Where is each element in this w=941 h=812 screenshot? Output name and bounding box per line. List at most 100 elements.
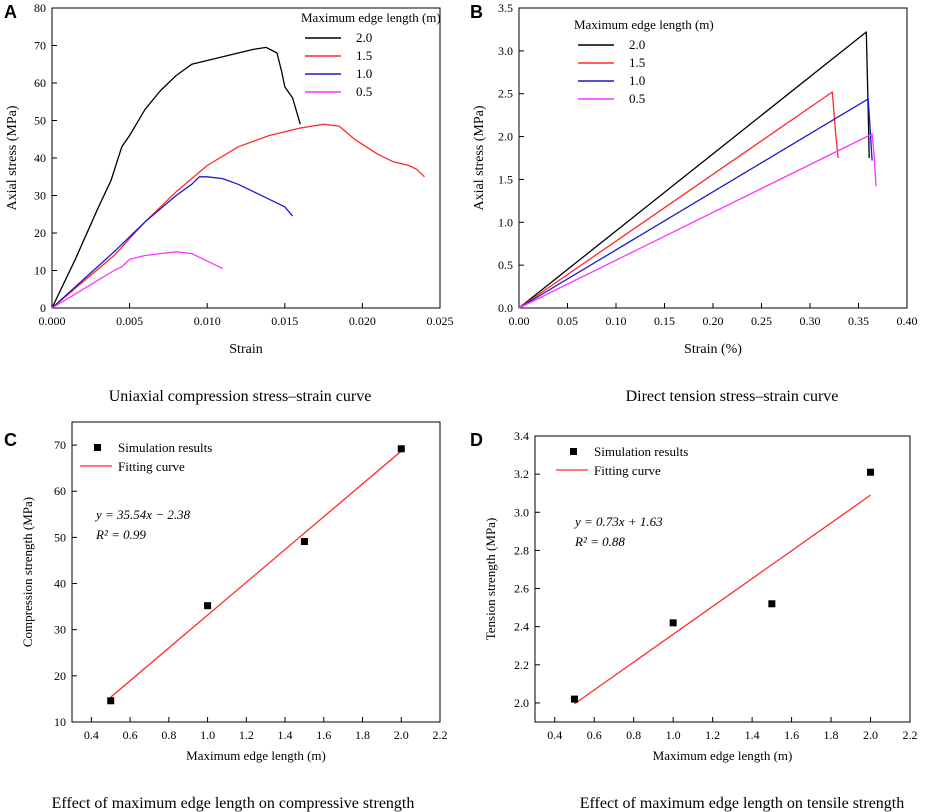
y-axis-label: Compression strength (MPa) [20, 497, 35, 647]
legend-D: Simulation results Fitting curve [556, 444, 688, 478]
x-tick-label: 0.4 [84, 728, 99, 742]
y-tick-label: 40 [54, 577, 66, 591]
legend-label: 2.0 [356, 30, 372, 45]
x-tick-label: 2.2 [903, 728, 918, 742]
y-tick-label: 20 [54, 669, 66, 683]
x-tick-label: 1.8 [824, 728, 839, 742]
series-line-A-0_5 [51, 251, 223, 309]
series-line-A-1_0 [51, 176, 294, 309]
fit-line-C [110, 450, 402, 698]
x-tick-label: 0.6 [123, 728, 138, 742]
panel-letter-C: C [4, 430, 17, 450]
legend-label: 2.0 [629, 37, 645, 52]
x-tick-label: 0.20 [703, 314, 724, 328]
series-line-B-1_5 [518, 91, 839, 309]
y-axis-label: Tension strength (MPa) [483, 518, 498, 641]
series-line-B-0_5 [518, 133, 877, 309]
legend-label: Fitting curve [594, 463, 661, 478]
x-tick-label: 0.00 [509, 314, 530, 328]
panel-A-axes: 0.000 0.005 0.010 0.015 0.020 0.025 0 10 20 30 40 5… [5, 1, 454, 357]
x-tick-label: 0.005 [116, 314, 143, 328]
y-tick-label: 50 [54, 530, 66, 544]
x-tick-label: 1.2 [239, 728, 254, 742]
x-tick-label: 1.6 [784, 728, 799, 742]
x-tick-label: 1.0 [666, 728, 681, 742]
x-tick-label: 0.010 [194, 314, 221, 328]
x-tick-label: 2.2 [433, 728, 448, 742]
legend-marker-swatch [94, 444, 101, 451]
plot-frame [518, 7, 908, 309]
legend-label: Simulation results [594, 444, 688, 459]
y-tick-label: 30 [34, 189, 46, 203]
y-axis-label: Axial stress (MPa) [472, 105, 487, 210]
y-tick-label: 0.5 [498, 258, 513, 272]
y-tick-label: 3.0 [498, 44, 513, 58]
legend-title: Maximum edge length (m) [574, 17, 714, 32]
y-tick-label: 0 [40, 301, 46, 315]
data-point-D [768, 600, 776, 608]
x-tick-label: 0.25 [751, 314, 772, 328]
y-tick-label: 70 [54, 438, 66, 452]
data-point-C [300, 538, 308, 546]
x-tick-label: 1.4 [278, 728, 293, 742]
panel-letter-B: B [470, 2, 483, 22]
y-tick-label: 3.5 [498, 1, 513, 15]
panel-D-axes: 0.4 0.6 0.8 1.0 1.2 1.4 1.6 1.8 2.0 2.2 2.0 2.2 2.4 2… [483, 429, 918, 763]
x-tick-label: 1.2 [705, 728, 720, 742]
x-tick-label: 0.8 [626, 728, 641, 742]
panel-letter-A: A [4, 2, 17, 22]
y-tick-label: 1.0 [498, 215, 513, 229]
y-tick-label: 10 [34, 264, 46, 278]
legend-C: Simulation results Fitting curve [80, 440, 212, 474]
x-tick-label: 0.40 [897, 314, 918, 328]
data-point-D [570, 695, 578, 703]
panel-B-axes: 0.00 0.05 0.10 0.15 0.20 0.25 0.30 0.35 0.40 0.0 0… [472, 1, 918, 357]
panel-letter-D: D [470, 430, 483, 450]
y-tick-label: 2.6 [514, 582, 529, 596]
x-tick-label: 1.8 [355, 728, 370, 742]
legend-label: 1.5 [629, 55, 645, 70]
y-tick-label: 50 [34, 114, 46, 128]
plot-frame [534, 435, 911, 723]
y-tick-label: 3.4 [514, 429, 529, 443]
y-tick-label: 60 [54, 484, 66, 498]
legend-label: Simulation results [118, 440, 212, 455]
x-tick-label: 0.35 [848, 314, 869, 328]
y-tick-label: 2.4 [514, 620, 529, 634]
fit-equation-D: y = 0.73x + 1.63 [573, 514, 663, 529]
fit-line-D [574, 494, 871, 705]
panel-caption-B: Direct tension stress–strain curve [626, 388, 839, 405]
fit-r2-C: R² = 0.99 [95, 527, 146, 542]
legend-label: Fitting curve [118, 459, 185, 474]
legend-marker-swatch [570, 448, 577, 455]
legend-label: 0.5 [356, 84, 372, 99]
series-line-A-2_0 [51, 46, 301, 309]
x-tick-label: 0.025 [427, 314, 454, 328]
y-tick-label: 1.5 [498, 172, 513, 186]
data-point-C [107, 697, 115, 705]
y-tick-label: 10 [54, 715, 66, 729]
legend-label: 1.0 [629, 73, 645, 88]
y-tick-label: 60 [34, 76, 46, 90]
y-tick-label: 2.0 [498, 130, 513, 144]
x-tick-label: 2.0 [863, 728, 878, 742]
y-axis-label: Axial stress (MPa) [5, 105, 20, 210]
legend-A: Maximum edge length (m) 2.0 1.5 1.0 0.5 [301, 10, 441, 99]
y-tick-label: 30 [54, 623, 66, 637]
plot-frame [71, 421, 441, 723]
y-tick-label: 2.5 [498, 87, 513, 101]
x-tick-label: 1.6 [316, 728, 331, 742]
x-tick-label: 1.4 [745, 728, 760, 742]
series-line-B-2_0 [518, 31, 870, 309]
x-tick-label: 1.0 [200, 728, 215, 742]
x-axis-label: Strain (%) [684, 342, 742, 357]
y-tick-label: 40 [34, 151, 46, 165]
y-tick-label: 3.2 [514, 467, 529, 481]
legend-label: 0.5 [629, 91, 645, 106]
fit-r2-D: R² = 0.88 [574, 534, 625, 549]
x-axis-label: Maximum edge length (m) [653, 748, 793, 763]
plot-frame [51, 7, 441, 309]
y-tick-label: 80 [34, 1, 46, 15]
y-tick-label: 3.0 [514, 505, 529, 519]
